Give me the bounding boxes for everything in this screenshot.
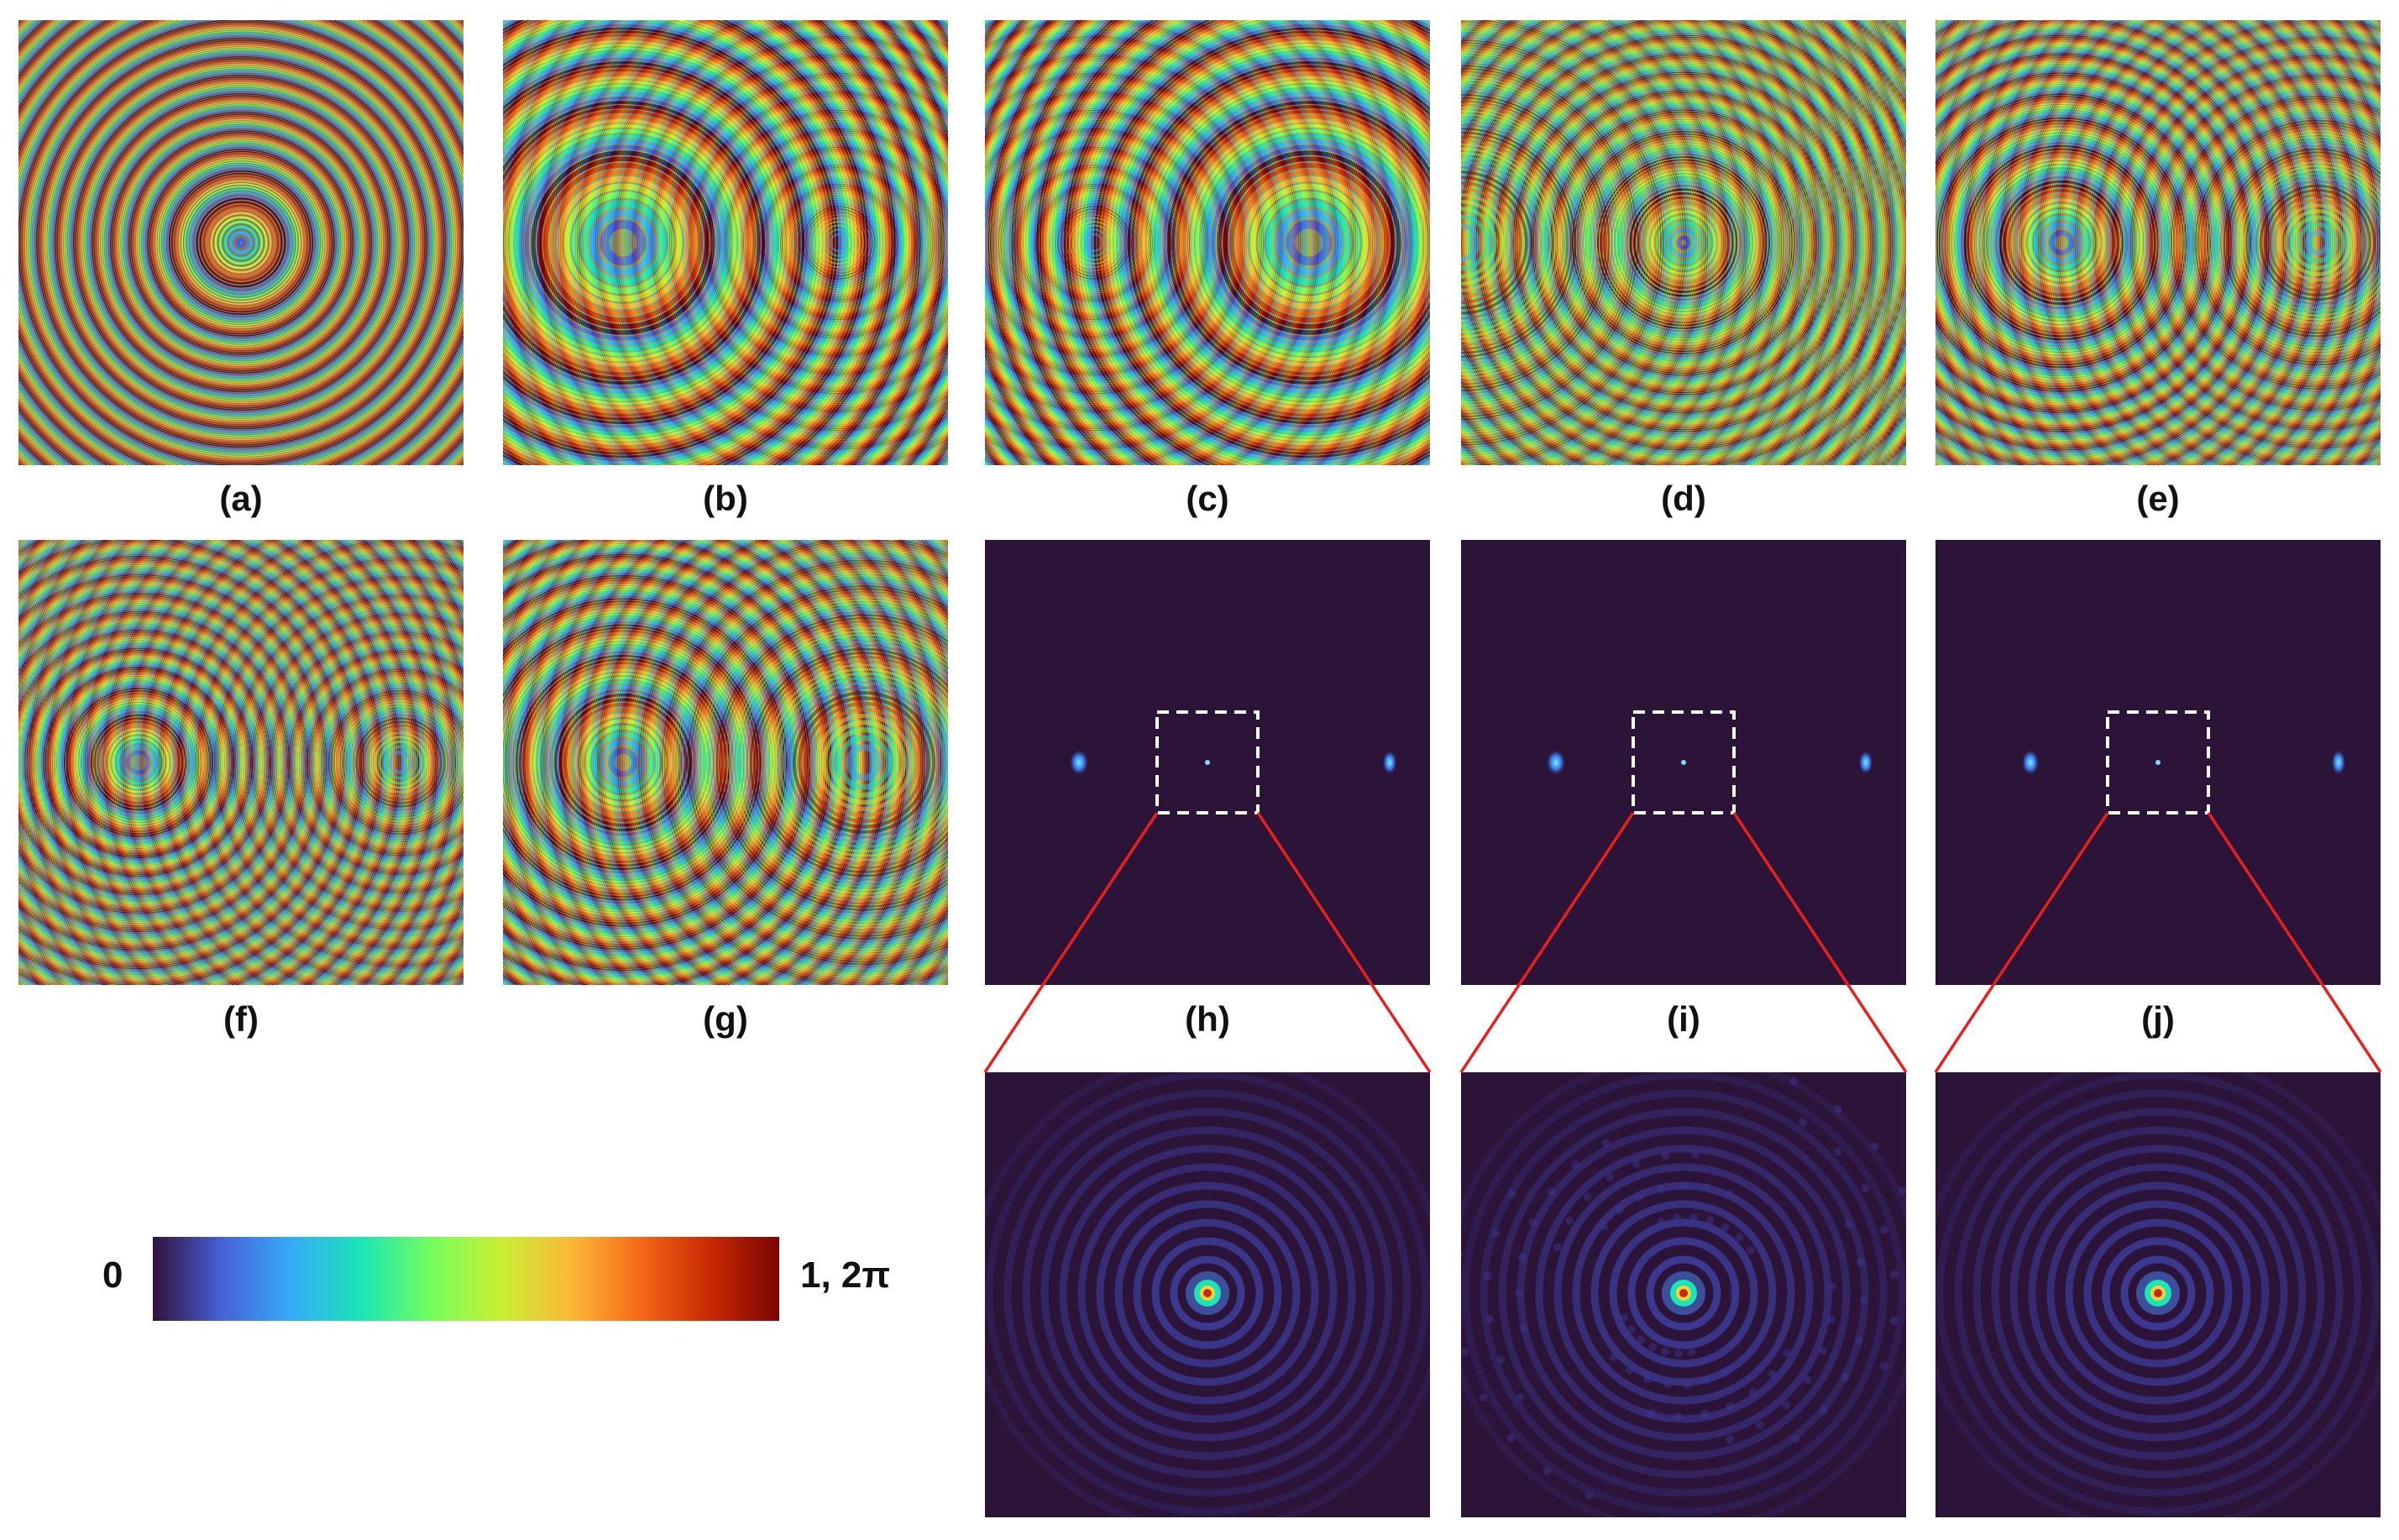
colorbar-max-label: 1, 2π — [800, 1255, 890, 1296]
label-f: (f) — [18, 999, 464, 1040]
panel-i-image — [1461, 540, 1906, 985]
label-d: (d) — [1461, 479, 1906, 519]
panel-h-zoom-image — [985, 1072, 1430, 1517]
panel-g-image — [503, 540, 948, 985]
panel-j-zoom-image — [1935, 1072, 2381, 1517]
panel-h-image — [985, 540, 1430, 985]
colorbar-min-label: 0 — [102, 1255, 123, 1296]
label-e: (e) — [1935, 479, 2381, 519]
label-h: (h) — [985, 999, 1430, 1040]
panel-c-image — [985, 20, 1430, 465]
label-b: (b) — [503, 479, 948, 519]
label-c: (c) — [985, 479, 1430, 519]
panel-f-image — [18, 540, 464, 985]
panel-e-image — [1935, 20, 2381, 465]
panel-i-zoom-image — [1461, 1072, 1906, 1517]
label-a: (a) — [18, 479, 464, 519]
panel-d-image — [1461, 20, 1906, 465]
label-g: (g) — [503, 999, 948, 1040]
panel-j-image — [1935, 540, 2381, 985]
label-j: (j) — [1935, 999, 2381, 1040]
panel-b-image — [503, 20, 948, 465]
label-i: (i) — [1461, 999, 1906, 1040]
panel-a-image — [18, 20, 464, 465]
colorbar — [153, 1237, 779, 1321]
